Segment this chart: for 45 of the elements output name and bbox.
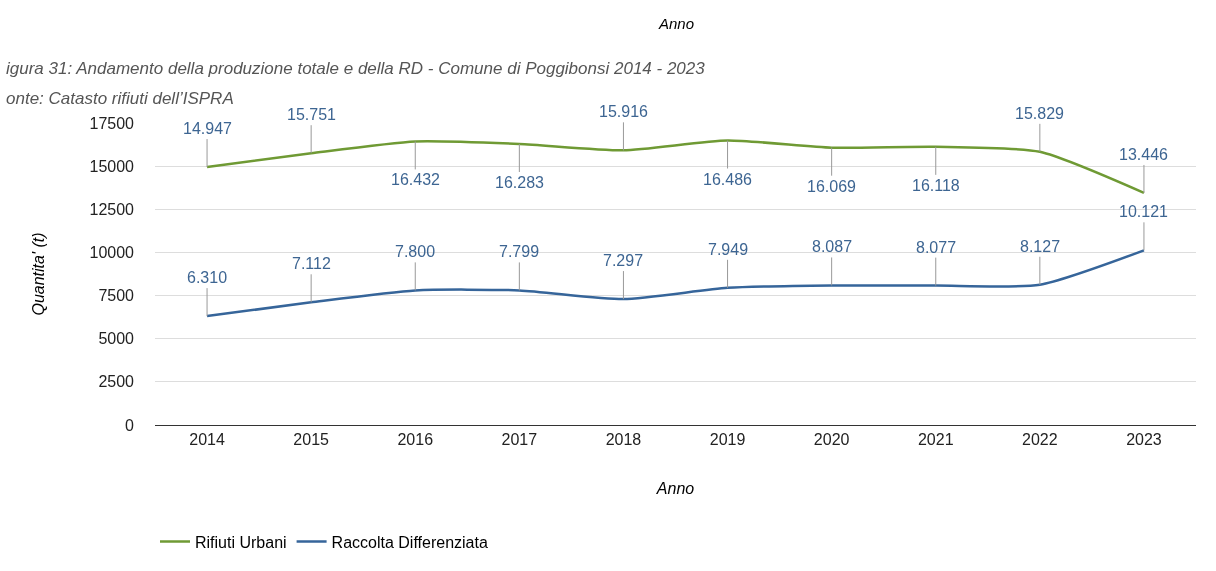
x-tick-label: 2022 [1022,431,1058,449]
data-label: 10.121 [1119,203,1169,220]
text: Anno [658,15,695,32]
y-tick-label: 7500 [98,287,135,305]
data-label: 7.112 [292,255,331,272]
y-tick-label: 2500 [98,373,135,391]
y-tick-label: 17500 [89,114,135,132]
y-tick-label: 0 [125,416,135,434]
chart-title: igura 31: Andamento della produzione totale e della RD - Comune di Poggibonsi 2014 - 2023 [6,59,706,78]
y-tick-label: 10000 [89,244,135,262]
data-label: 7.297 [603,252,644,269]
y-tick-label: 5000 [98,330,135,348]
data-label: 6.310 [187,269,228,286]
y-tick-label: 12500 [89,200,135,218]
data-label: 7.800 [395,243,436,260]
data-label: 8.077 [916,239,957,256]
data-label: 16.432 [391,171,441,188]
x-axis-title: Anno [655,479,695,497]
data-label: 16.283 [495,174,545,191]
data-label: 8.087 [812,238,853,255]
legend-label: Rifiuti Urbani [195,533,287,551]
data-label: 15.916 [599,103,649,120]
data-label: 7.799 [499,243,540,260]
x-tick-label: 2019 [709,431,746,449]
y-axis-title: Quantita' (t) [30,232,48,316]
data-label: 15.829 [1015,105,1065,122]
y-tick-label: 15000 [89,157,135,175]
data-label: 16.118 [912,177,960,194]
chart-subtitle: onte: Catasto rifiuti dell’ISPRA [6,89,234,108]
x-tick-label: 2021 [917,431,954,449]
data-label: 16.069 [807,178,857,195]
x-tick-label: 2018 [605,431,642,449]
x-tick-label: 2023 [1126,431,1162,449]
x-tick-label: 2017 [501,431,538,449]
x-tick-label: 2020 [813,431,850,449]
x-tick-label: 2015 [293,431,330,449]
legend-label: Raccolta Differenziata [331,533,488,551]
data-label: 7.949 [708,241,749,258]
data-label: 8.127 [1020,238,1061,255]
data-label: 15.751 [287,106,337,123]
data-label: 14.947 [183,120,233,137]
x-tick-label: 2014 [189,431,225,449]
data-label: 13.446 [1119,146,1169,163]
data-label: 16.486 [703,171,753,188]
x-tick-label: 2016 [397,431,434,449]
